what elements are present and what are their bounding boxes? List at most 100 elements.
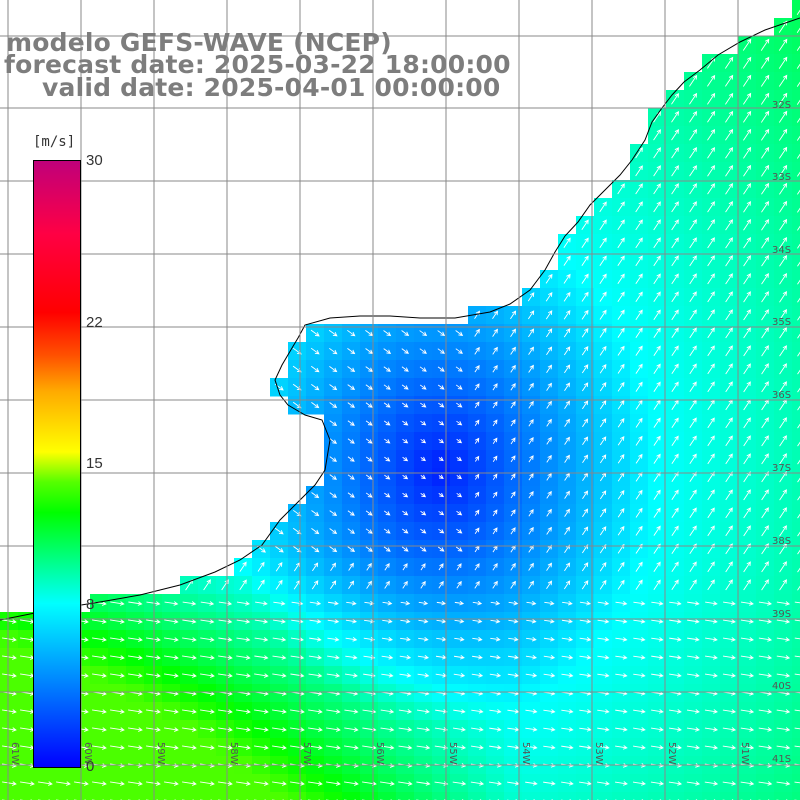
wind-arrow	[326, 727, 341, 732]
wind-arrow	[760, 92, 770, 105]
wind-arrow	[272, 673, 287, 678]
wind-arrow	[437, 330, 446, 336]
wind-arrow	[254, 619, 269, 624]
wind-cell	[792, 324, 800, 343]
wind-arrow	[347, 474, 355, 480]
wind-arrow	[797, 405, 800, 411]
wind-arrow	[743, 146, 752, 159]
wind-arrow	[635, 291, 643, 303]
wind-arrow	[92, 655, 107, 660]
wind-cell	[234, 792, 253, 800]
wind-arrow	[290, 709, 305, 714]
wind-arrow	[671, 219, 679, 231]
wind-arrow	[164, 781, 179, 786]
latitude-label: 39S	[772, 609, 792, 620]
wind-arrow	[510, 310, 517, 320]
wind-arrow	[743, 201, 752, 213]
wind-arrow	[650, 745, 664, 750]
wind-cell	[252, 792, 271, 800]
wind-arrow	[308, 655, 323, 660]
wind-arrow	[561, 673, 574, 678]
wind-arrow	[546, 382, 552, 391]
wind-cell	[792, 630, 800, 649]
wind-arrow	[128, 655, 143, 660]
wind-arrow	[347, 438, 355, 444]
wind-arrow	[182, 655, 197, 660]
wind-arrow	[380, 745, 395, 750]
wind-arrow	[236, 781, 251, 786]
wind-arrow	[689, 201, 697, 213]
wind-arrow	[146, 727, 161, 732]
wind-cell	[36, 792, 55, 800]
wind-arrow	[776, 673, 791, 678]
wind-arrow	[797, 297, 800, 303]
wind-arrow	[490, 636, 501, 642]
wind-arrow	[456, 474, 462, 480]
wind-arrow	[779, 507, 787, 519]
wind-arrow	[635, 345, 643, 356]
wind-arrow	[398, 709, 413, 714]
wind-arrow	[329, 347, 338, 355]
wind-arrow	[434, 745, 449, 750]
wind-cell	[792, 540, 800, 559]
wind-cell	[792, 432, 800, 451]
wind-cell	[792, 648, 800, 667]
wind-arrow	[614, 781, 628, 786]
wind-arrow	[779, 435, 787, 447]
wind-arrow	[2, 727, 17, 732]
wind-arrow	[329, 580, 337, 590]
wind-arrow	[779, 381, 787, 393]
wind-arrow	[758, 619, 773, 624]
wind-arrow	[687, 673, 700, 678]
wind-cell	[540, 792, 559, 800]
wind-arrow	[707, 92, 716, 105]
wind-arrow	[740, 709, 755, 714]
wind-arrow	[146, 601, 161, 606]
wind-cell	[792, 306, 800, 325]
wind-arrow	[722, 673, 736, 678]
wind-arrow	[182, 637, 197, 642]
wind-arrow	[490, 600, 501, 606]
wind-arrow	[563, 328, 571, 338]
wind-arrow	[743, 417, 751, 429]
wind-cell	[666, 792, 685, 800]
wind-arrow	[671, 363, 679, 375]
wind-arrow	[761, 345, 769, 357]
wind-arrow	[740, 727, 755, 732]
wind-arrow	[456, 492, 463, 498]
wind-arrow	[689, 147, 697, 159]
wind-arrow	[330, 562, 336, 571]
wind-arrow	[365, 384, 373, 390]
wind-arrow	[401, 384, 409, 390]
wind-cell	[792, 720, 800, 739]
wind-arrow	[474, 328, 480, 337]
wind-cell	[792, 162, 800, 181]
wind-arrow	[725, 435, 733, 447]
wind-arrow	[651, 619, 664, 624]
wind-arrow	[615, 619, 628, 624]
wind-arrow	[311, 510, 320, 517]
wind-arrow	[689, 219, 697, 231]
wind-arrow	[399, 673, 412, 678]
wind-cell	[756, 792, 775, 800]
wind-arrow	[725, 291, 733, 303]
wind-arrow	[454, 618, 465, 624]
wind-arrow	[743, 381, 751, 393]
wind-arrow	[510, 437, 516, 445]
wind-arrow	[510, 364, 516, 373]
wind-arrow	[617, 507, 625, 518]
wind-arrow	[617, 183, 625, 195]
wind-arrow	[365, 402, 373, 408]
wind-arrow	[689, 453, 697, 465]
wind-arrow	[761, 146, 770, 159]
wind-arrow	[200, 781, 215, 786]
wind-cell	[792, 702, 800, 721]
wind-arrow	[239, 561, 247, 572]
wind-arrow	[689, 435, 697, 447]
wind-cell	[360, 792, 379, 800]
wind-cell	[702, 792, 721, 800]
wind-arrow	[761, 164, 770, 177]
wind-arrow	[110, 601, 125, 606]
wind-arrow	[579, 727, 592, 732]
wind-arrow	[689, 327, 697, 339]
